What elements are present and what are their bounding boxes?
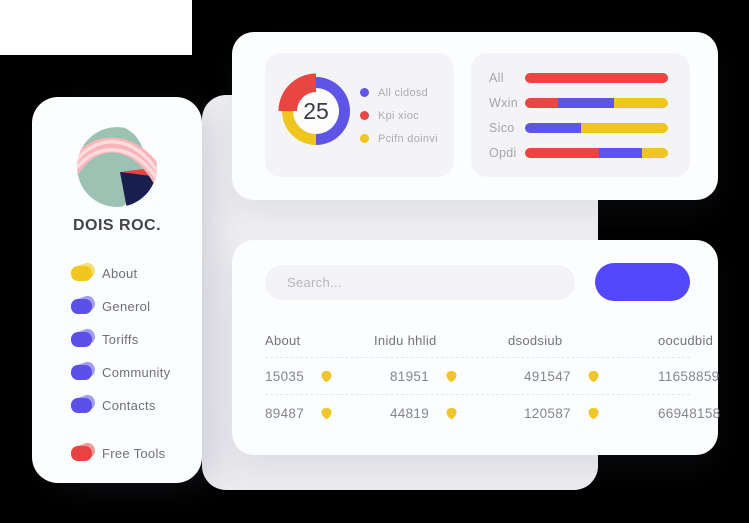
bar-label: All (489, 70, 504, 85)
brand-name: DOIS ROC. (72, 217, 162, 234)
legend-dot-icon (360, 88, 369, 97)
bar-label: Opdi (489, 145, 517, 160)
bar-label: Sico (489, 120, 515, 135)
cell-value: 15035 (265, 368, 305, 384)
nav-blob-icon (70, 359, 97, 382)
column-header: dsodsiub (508, 332, 563, 348)
column-header: oocudbid (658, 332, 714, 348)
sidebar-item-label: About (102, 266, 138, 281)
table-cell: 491547 (508, 369, 658, 384)
legend-label: All cidosd (378, 86, 429, 99)
sidebar-item-generol[interactable]: Generol (70, 290, 202, 323)
top-left-white-block (0, 0, 192, 55)
bar-segment (642, 147, 668, 158)
legend-item: Pcifn doinvi (360, 127, 438, 150)
bar-segment (613, 97, 668, 108)
bar-row-all: All (489, 71, 668, 85)
sidebar-item-label: Community (102, 365, 171, 380)
legend-label: Pcifn doinvi (378, 132, 438, 145)
badge-icon (588, 407, 599, 419)
table-toolbar (265, 263, 690, 301)
badge-icon (446, 370, 457, 382)
table-cell: 44819 (374, 406, 508, 421)
bar-segment (557, 97, 614, 108)
nav-blob-icon (70, 440, 97, 463)
bar-row-wxin: Wxin (489, 96, 668, 110)
nav-blob-icon (70, 326, 97, 349)
sidebar-item-label: Generol (102, 299, 151, 314)
legend-item: Kpi xioc (360, 104, 438, 127)
sidebar-item-about[interactable]: About (70, 257, 202, 290)
primary-action-button[interactable] (595, 263, 690, 301)
donut-segment (316, 77, 350, 145)
column-header: Inidu hhlid (374, 332, 437, 348)
sidebar-item-community[interactable]: Community (70, 356, 202, 389)
sidebar-item-toriffs[interactable]: Toriffs (70, 323, 202, 356)
table-cell: 11658859 (658, 369, 719, 384)
sidebar-item-contacts[interactable]: Contacts (70, 389, 202, 422)
bar-segment (580, 122, 668, 133)
sidebar: DOIS ROC. About Generol Toriffs Community Co… (32, 97, 202, 483)
bar-segment (525, 97, 558, 108)
cell-value: 89487 (265, 405, 305, 421)
badge-icon (321, 407, 332, 419)
cell-value: 11658859 (658, 368, 720, 384)
table-row: 89487 44819 120587 66948158 (265, 394, 720, 431)
bar-segment (525, 147, 600, 158)
cell-value: 491547 (524, 368, 571, 384)
search-input[interactable] (265, 265, 575, 300)
bar-row-opdi: Opdi (489, 146, 668, 160)
badge-icon (321, 370, 332, 382)
cell-value: 120587 (524, 405, 571, 421)
legend-dot-icon (360, 111, 369, 120)
nav-blob-icon (70, 260, 97, 283)
bar-segment (525, 72, 668, 83)
donut-center-value: 25 (303, 98, 329, 124)
nav-blob-icon (70, 392, 97, 415)
bar-track (525, 147, 668, 158)
sidebar-item-label: Free Tools (102, 446, 166, 461)
table-cell: 81951 (374, 369, 508, 384)
bar-segment (599, 147, 643, 158)
cell-value: 81951 (390, 368, 430, 384)
nav-blob-icon (70, 293, 97, 316)
sidebar-item-label: Contacts (102, 398, 156, 413)
table-row: 15035 81951 491547 11658859 (265, 357, 719, 394)
donut-segment (282, 111, 316, 145)
table-cell: 15035 (265, 369, 374, 384)
donut-chart: 25 (278, 73, 350, 145)
sidebar-item-free-tools[interactable]: Free Tools (70, 437, 202, 470)
badge-icon (446, 407, 457, 419)
brand-logo-icon (77, 127, 157, 207)
sidebar-nav: About Generol Toriffs Community Contacts Free… (32, 257, 202, 470)
legend-item: All cidosd (360, 81, 438, 104)
data-table: About Inidu hhlid dsodsiub oocudbid 15035 819… (265, 323, 720, 431)
column-header: About (265, 332, 301, 348)
donut-segment (278, 73, 316, 111)
bar-segment (525, 122, 581, 133)
table-card: About Inidu hhlid dsodsiub oocudbid 15035 819… (232, 240, 720, 455)
bar-track (525, 72, 668, 83)
stats-card: 25 All cidosd Kpi xioc Pcifn doinvi All Wxi… (232, 32, 718, 200)
stacked-bars-panel: All Wxin Sico Opdi (471, 53, 690, 177)
cell-value: 66948158 (658, 405, 721, 421)
table-cell: 120587 (508, 406, 658, 421)
legend-label: Kpi xioc (378, 109, 419, 122)
bar-track (525, 97, 668, 108)
bar-row-sico: Sico (489, 121, 668, 135)
table-cell: 66948158 (658, 406, 720, 421)
table-cell: 89487 (265, 406, 374, 421)
table-header-row: About Inidu hhlid dsodsiub oocudbid (265, 323, 713, 357)
cell-value: 44819 (390, 405, 430, 421)
badge-icon (588, 370, 599, 382)
donut-legend: All cidosd Kpi xioc Pcifn doinvi (360, 81, 438, 150)
legend-dot-icon (360, 134, 369, 143)
bar-track (525, 122, 668, 133)
sidebar-item-label: Toriffs (102, 332, 139, 347)
donut-chart-panel: 25 All cidosd Kpi xioc Pcifn doinvi (265, 53, 454, 177)
bar-label: Wxin (489, 95, 518, 110)
brand-logo (77, 127, 157, 207)
